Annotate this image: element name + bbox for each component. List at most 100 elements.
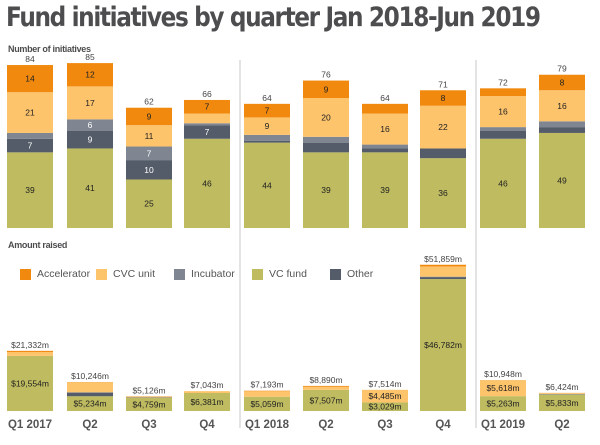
bar-segment-vc-fund bbox=[244, 396, 290, 411]
segment-label: 39 bbox=[380, 185, 390, 195]
total-label: $10,948m bbox=[484, 369, 522, 379]
segment-label: 10 bbox=[144, 165, 154, 175]
bar-segment-incubator bbox=[303, 136, 349, 143]
legend-label: Accelerator bbox=[37, 268, 91, 280]
bar-segment-other bbox=[7, 138, 53, 153]
segment-label: 16 bbox=[557, 101, 567, 111]
segment-label: 46 bbox=[202, 178, 212, 188]
bar-segment-cvc-unit bbox=[539, 393, 585, 394]
bar-segment-cvc-unit bbox=[480, 96, 526, 128]
segment-label: 16 bbox=[498, 107, 508, 117]
legend-label: VC fund bbox=[269, 268, 307, 280]
legend-item-cvc-unit: CVC unit bbox=[96, 268, 155, 280]
segment-label: $5,059m bbox=[250, 399, 283, 409]
total-label: $7,043m bbox=[190, 380, 223, 390]
total-label: $5,126m bbox=[132, 386, 165, 396]
segment-label: 8 bbox=[441, 93, 446, 103]
bar-segment-vc-fund bbox=[184, 393, 230, 411]
bar-segment-cvc-unit bbox=[67, 86, 113, 120]
bar-segment-cvc-unit bbox=[244, 117, 290, 135]
bar-segment-vc-fund bbox=[126, 397, 172, 411]
segment-label: 41 bbox=[85, 183, 95, 193]
bar-segment-vc-fund bbox=[539, 132, 585, 228]
total-label: $7,193m bbox=[250, 380, 283, 390]
bar-segment-vc-fund bbox=[303, 152, 349, 228]
bar-segment-accelerator bbox=[303, 385, 349, 387]
total-label: $6,424m bbox=[545, 382, 578, 392]
legend-swatch bbox=[330, 268, 341, 280]
total-label: 64 bbox=[262, 93, 272, 103]
bar-segment-vc-fund bbox=[420, 279, 466, 411]
bar-segment-vc-fund bbox=[67, 396, 113, 411]
segment-label: 17 bbox=[85, 98, 95, 108]
bar-segment-accelerator bbox=[420, 90, 466, 106]
bar-segment-accelerator bbox=[244, 390, 290, 392]
total-label: 85 bbox=[85, 52, 95, 62]
segment-label: 44 bbox=[262, 180, 272, 190]
segment-label: $4,485m bbox=[368, 391, 401, 401]
segment-label: 7 bbox=[205, 102, 210, 112]
category-label: Q1 2017 bbox=[8, 419, 52, 431]
segment-label: 6 bbox=[88, 120, 93, 130]
legend-label: Other bbox=[347, 268, 374, 280]
bar-segment-cvc-unit bbox=[420, 105, 466, 149]
bar-segment-cvc-unit bbox=[303, 386, 349, 390]
total-label: 84 bbox=[25, 54, 35, 64]
segment-label: 9 bbox=[88, 135, 93, 145]
bar-segment-other bbox=[244, 140, 290, 143]
chart-title: Fund initiatives by quarter Jan 2018-Jun… bbox=[6, 2, 541, 33]
bar-segment-accelerator bbox=[480, 88, 526, 97]
total-label: 64 bbox=[380, 93, 390, 103]
segment-label: 16 bbox=[380, 124, 390, 134]
category-label: Q1 2019 bbox=[481, 419, 525, 431]
bar-segment-vc-fund bbox=[184, 138, 230, 228]
bar-segment-accelerator bbox=[303, 80, 349, 99]
bar-segment-other bbox=[420, 277, 466, 280]
bar-segment-cvc-unit bbox=[539, 90, 585, 122]
legend-swatch bbox=[20, 268, 31, 280]
bar-segment-vc-fund bbox=[362, 152, 408, 228]
bar-segment-accelerator bbox=[7, 65, 53, 93]
segment-label: 7 bbox=[28, 141, 33, 151]
total-label: 72 bbox=[498, 77, 508, 87]
segment-label: 36 bbox=[438, 188, 448, 198]
bar-segment-other bbox=[420, 148, 466, 159]
bar-segment-vc-fund bbox=[420, 158, 466, 228]
bar-segment-vc-fund bbox=[362, 402, 408, 411]
bar-segment-cvc-unit bbox=[7, 351, 53, 356]
segment-label: $6,381m bbox=[190, 397, 223, 407]
bar-segment-incubator bbox=[184, 123, 230, 126]
legend-item-other: Other bbox=[330, 268, 373, 280]
segment-label: 25 bbox=[144, 199, 154, 209]
bar-segment-vc-fund bbox=[539, 394, 585, 411]
segment-label: 7 bbox=[265, 106, 270, 116]
initiatives-chart-title: Number of initiatives bbox=[8, 44, 91, 54]
bar-segment-vc-fund bbox=[7, 152, 53, 228]
category-label: Q2 bbox=[318, 419, 333, 431]
bar-segment-cvc-unit bbox=[362, 113, 408, 145]
segment-label: 7 bbox=[147, 148, 152, 158]
bar-segment-vc-fund bbox=[303, 389, 349, 411]
bar-segment-vc-fund bbox=[126, 179, 172, 228]
segment-label: 12 bbox=[85, 70, 95, 80]
bar-segment-vc-fund bbox=[67, 148, 113, 228]
amount-bars: $19,554m $21,332m $5,234m $10,246m $4,759m $5… bbox=[7, 254, 585, 412]
bar-segment-incubator bbox=[362, 144, 408, 149]
bar-segment-other bbox=[184, 125, 230, 139]
bar-segment-accelerator bbox=[126, 107, 172, 126]
total-label: $8,890m bbox=[309, 375, 342, 385]
segment-label: $5,263m bbox=[486, 399, 519, 409]
total-label: 79 bbox=[557, 64, 567, 74]
bar-segment-other bbox=[539, 127, 585, 133]
segment-label: $7,507m bbox=[309, 395, 342, 405]
total-label: 71 bbox=[438, 79, 448, 89]
initiatives-bars: 3972114844196171285251071196246776644976… bbox=[7, 52, 585, 228]
bar-segment-cvc-unit bbox=[126, 125, 172, 147]
legend-item-incubator: Incubator bbox=[174, 268, 235, 280]
segment-label: $3,029m bbox=[368, 402, 401, 412]
total-label: 66 bbox=[202, 89, 212, 99]
bar-segment-accelerator bbox=[362, 103, 408, 114]
bar-segment-accelerator bbox=[126, 396, 172, 398]
bar-segment-other bbox=[362, 148, 408, 153]
legend-item-accelerator: Accelerator bbox=[20, 268, 90, 280]
